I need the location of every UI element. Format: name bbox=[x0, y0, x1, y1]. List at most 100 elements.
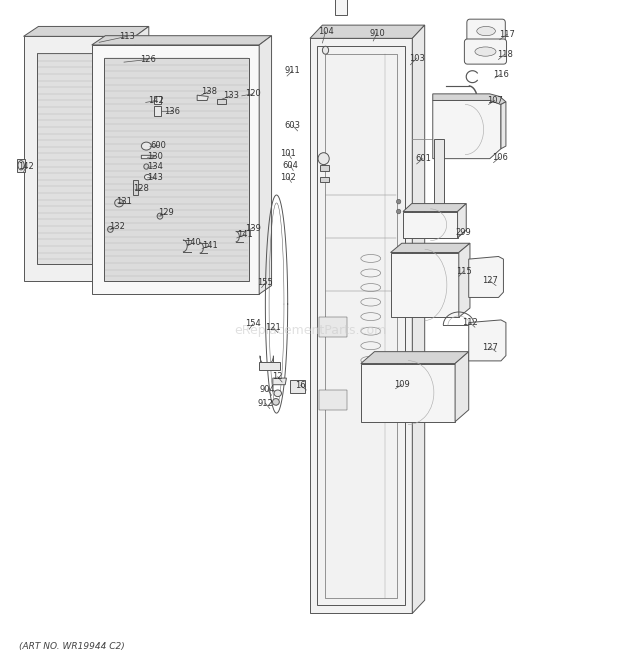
Text: 126: 126 bbox=[140, 55, 156, 64]
Polygon shape bbox=[154, 96, 161, 104]
Polygon shape bbox=[135, 26, 149, 281]
Text: 141: 141 bbox=[237, 230, 253, 239]
Polygon shape bbox=[433, 100, 501, 159]
FancyBboxPatch shape bbox=[464, 39, 507, 64]
Polygon shape bbox=[141, 155, 154, 159]
Text: 138: 138 bbox=[202, 87, 218, 96]
Polygon shape bbox=[37, 53, 123, 264]
Text: 130: 130 bbox=[147, 152, 163, 161]
Polygon shape bbox=[458, 204, 466, 238]
Text: 155: 155 bbox=[257, 278, 273, 288]
FancyBboxPatch shape bbox=[467, 19, 505, 43]
Text: 142: 142 bbox=[18, 162, 34, 171]
Text: 115: 115 bbox=[456, 266, 472, 276]
Polygon shape bbox=[319, 317, 347, 337]
Polygon shape bbox=[361, 364, 455, 422]
Text: 904: 904 bbox=[260, 385, 276, 395]
Polygon shape bbox=[217, 99, 226, 104]
Text: 112: 112 bbox=[462, 318, 478, 327]
Text: 12: 12 bbox=[273, 372, 283, 381]
Text: 134: 134 bbox=[147, 162, 163, 171]
Polygon shape bbox=[434, 139, 444, 238]
Ellipse shape bbox=[318, 153, 329, 165]
Polygon shape bbox=[24, 26, 149, 36]
Text: 143: 143 bbox=[147, 173, 163, 182]
Ellipse shape bbox=[108, 226, 113, 232]
Text: 118: 118 bbox=[497, 50, 513, 59]
Text: 129: 129 bbox=[158, 208, 174, 217]
Polygon shape bbox=[501, 102, 506, 149]
Polygon shape bbox=[259, 36, 272, 294]
Text: 140: 140 bbox=[185, 238, 202, 247]
Text: 142: 142 bbox=[148, 96, 164, 105]
Polygon shape bbox=[403, 204, 466, 212]
Ellipse shape bbox=[397, 209, 401, 214]
Text: 109: 109 bbox=[394, 380, 410, 389]
Ellipse shape bbox=[144, 164, 149, 169]
Polygon shape bbox=[412, 25, 425, 613]
Text: 910: 910 bbox=[369, 28, 385, 38]
Polygon shape bbox=[310, 25, 425, 38]
Polygon shape bbox=[455, 352, 469, 422]
Text: 117: 117 bbox=[499, 30, 515, 39]
Polygon shape bbox=[104, 58, 249, 281]
Text: eReplacementParts.com: eReplacementParts.com bbox=[234, 324, 386, 337]
Polygon shape bbox=[335, 0, 347, 15]
Text: 116: 116 bbox=[493, 69, 509, 79]
Ellipse shape bbox=[144, 175, 151, 180]
Ellipse shape bbox=[18, 161, 24, 170]
Ellipse shape bbox=[322, 46, 329, 54]
Polygon shape bbox=[259, 362, 280, 370]
Polygon shape bbox=[273, 378, 286, 385]
Polygon shape bbox=[290, 380, 305, 393]
Polygon shape bbox=[403, 212, 458, 238]
Polygon shape bbox=[197, 95, 208, 100]
Polygon shape bbox=[310, 38, 412, 613]
Polygon shape bbox=[391, 253, 459, 317]
Text: 121: 121 bbox=[265, 323, 281, 332]
Ellipse shape bbox=[272, 399, 279, 405]
Text: 131: 131 bbox=[116, 197, 132, 206]
Ellipse shape bbox=[157, 213, 162, 219]
Polygon shape bbox=[92, 36, 272, 45]
Text: 911: 911 bbox=[285, 66, 301, 75]
Ellipse shape bbox=[274, 390, 281, 397]
Text: 107: 107 bbox=[487, 96, 503, 105]
Text: 16: 16 bbox=[295, 381, 306, 390]
Text: (ART NO. WR19944 C2): (ART NO. WR19944 C2) bbox=[19, 642, 125, 651]
Polygon shape bbox=[133, 180, 138, 195]
Text: 601: 601 bbox=[415, 154, 431, 163]
Text: 912: 912 bbox=[257, 399, 273, 408]
Ellipse shape bbox=[141, 142, 151, 150]
Text: 154: 154 bbox=[245, 319, 261, 329]
Text: 136: 136 bbox=[164, 106, 180, 116]
Polygon shape bbox=[24, 36, 135, 281]
Polygon shape bbox=[469, 320, 506, 361]
Polygon shape bbox=[92, 45, 259, 294]
Polygon shape bbox=[391, 243, 470, 253]
Polygon shape bbox=[459, 243, 470, 317]
Text: 600: 600 bbox=[151, 141, 167, 150]
Polygon shape bbox=[319, 390, 347, 410]
Text: 104: 104 bbox=[317, 27, 334, 36]
Text: 132: 132 bbox=[108, 221, 125, 231]
Polygon shape bbox=[17, 159, 25, 172]
Text: 103: 103 bbox=[409, 54, 425, 63]
Text: 106: 106 bbox=[492, 153, 508, 162]
Text: 603: 603 bbox=[285, 121, 301, 130]
Text: 128: 128 bbox=[133, 184, 149, 193]
Text: 139: 139 bbox=[245, 223, 261, 233]
Ellipse shape bbox=[477, 26, 495, 36]
Polygon shape bbox=[320, 177, 329, 182]
Text: 604: 604 bbox=[282, 161, 298, 170]
Polygon shape bbox=[320, 165, 329, 171]
Text: 102: 102 bbox=[280, 173, 296, 182]
Text: 133: 133 bbox=[223, 91, 239, 100]
Polygon shape bbox=[154, 106, 161, 116]
Text: 113: 113 bbox=[119, 32, 135, 41]
Text: 101: 101 bbox=[280, 149, 296, 158]
Ellipse shape bbox=[397, 200, 401, 204]
Text: 141: 141 bbox=[202, 241, 218, 251]
Text: 299: 299 bbox=[456, 228, 472, 237]
Polygon shape bbox=[469, 256, 503, 297]
